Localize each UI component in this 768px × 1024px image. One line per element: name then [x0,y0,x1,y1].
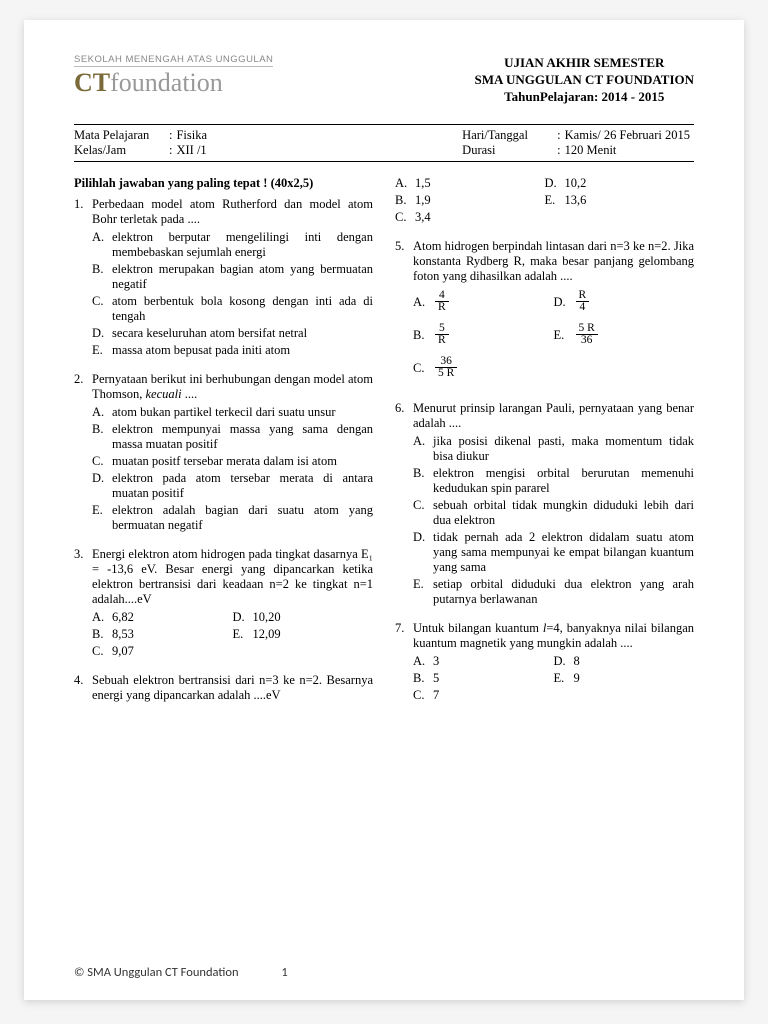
q3-num: 3. [74,547,92,661]
q4-opt-e: 13,6 [565,193,587,208]
header: SEKOLAH MENENGAH ATAS UNGGULAN CTfoundat… [74,55,694,106]
q5-opt-c: 365 R [435,356,457,381]
q7-opt-c: 7 [433,688,439,703]
question-1: 1. Perbedaan model atom Rutherford dan m… [74,197,373,360]
title-line-3: TahunPelajaran: 2014 - 2015 [475,89,694,106]
question-2: 2. Pernyataan berikut ini berhubungan de… [74,372,373,535]
q5-opt-d: R4 [576,290,590,315]
q3-opt-a: 6,82 [112,610,134,625]
meta-subject: Fisika [176,128,211,143]
meta-class-label: Kelas/Jam [74,143,169,158]
q4-options: A.1,5 B.1,9 C.3,4 D.10,2 E.13,6 [395,176,694,227]
q1-text: Perbedaan model atom Rutherford dan mode… [92,197,373,227]
q6-opt-c: sebuah orbital tidak mungkin diduduki le… [433,498,694,528]
logo-foundation: foundation [110,68,223,97]
logo-ct: CT [74,68,110,97]
q7-num: 7. [395,621,413,705]
q4-num: 4. [74,673,92,706]
q5-opt-a: 4R [435,290,449,315]
title-line-1: UJIAN AKHIR SEMESTER [475,55,694,72]
q6-opt-a: jika posisi dikenal pasti, maka momentum… [433,434,694,464]
logo-caption: SEKOLAH MENENGAH ATAS UNGGULAN [74,55,273,67]
q6-text: Menurut prinsip larangan Pauli, pernyata… [413,401,694,431]
q5-opt-e: 5 R36 [576,323,598,348]
q7-opt-b: 5 [433,671,439,686]
q3-text: Energi elektron atom hidrogen pada tingk… [92,547,373,607]
instruction: Pilihlah jawaban yang paling tepat ! (40… [74,176,373,191]
q1-opt-a: elektron berputar mengelilingi inti deng… [112,230,373,260]
q2-num: 2. [74,372,92,535]
q5-opt-b: 5R [435,323,449,348]
q5-text: Atom hidrogen berpindah lintasan dari n=… [413,239,694,284]
meta-duration-label: Durasi [462,143,557,158]
q3-opt-b: 8,53 [112,627,134,642]
page-number: 1 [281,965,287,980]
meta-left: Mata Pelajaran : Fisika Kelas/Jam : XII … [74,128,211,158]
q4-text: Sebuah elektron bertransisi dari n=3 ke … [92,673,373,703]
q1-opt-c: atom berbentuk bola kosong dengan inti a… [112,294,373,324]
q2-opt-e: elektron adalah bagian dari suatu atom y… [112,503,373,533]
footer-text: © SMA Unggulan CT Foundation [74,965,239,980]
meta-duration: 120 Menit [565,143,694,158]
title-line-2: SMA UNGGULAN CT FOUNDATION [475,72,694,89]
q1-opt-d: secara keseluruhan atom bersifat netral [112,326,373,341]
q6-num: 6. [395,401,413,609]
q2-opt-c: muatan positf tersebar merata dalam isi … [112,454,373,469]
question-4: 4. Sebuah elektron bertransisi dari n=3 … [74,673,373,706]
q2-text: Pernyataan berikut ini berhubungan denga… [92,372,373,402]
q6-opt-b: elektron mengisi orbital berurutan memen… [433,466,694,496]
meta-bar: Mata Pelajaran : Fisika Kelas/Jam : XII … [74,124,694,162]
q3-opt-c: 9,07 [112,644,134,659]
column-right: A.1,5 B.1,9 C.3,4 D.10,2 E.13,6 5. Atom … [395,176,694,718]
q4-opt-d: 10,2 [565,176,587,191]
q4-opt-a: 1,5 [415,176,431,191]
q2-opt-a: atom bukan partikel terkecil dari suatu … [112,405,373,420]
document-page: SEKOLAH MENENGAH ATAS UNGGULAN CTfoundat… [24,20,744,1000]
q6-opt-d: tidak pernah ada 2 elektron didalam suat… [433,530,694,575]
logo: SEKOLAH MENENGAH ATAS UNGGULAN CTfoundat… [74,55,273,98]
question-7: 7. Untuk bilangan kuantum l=4, banyaknya… [395,621,694,705]
exam-title: UJIAN AKHIR SEMESTER SMA UNGGULAN CT FOU… [475,55,694,106]
meta-date: Kamis/ 26 Februari 2015 [565,128,694,143]
q5-num: 5. [395,239,413,389]
q7-text: Untuk bilangan kuantum l=4, banyaknya ni… [413,621,694,651]
q2-opt-d: elektron pada atom tersebar merata di an… [112,471,373,501]
content: Pilihlah jawaban yang paling tepat ! (40… [74,176,694,718]
footer: © SMA Unggulan CT Foundation 1 [74,965,288,980]
question-3: 3. Energi elektron atom hidrogen pada ti… [74,547,373,661]
question-6: 6. Menurut prinsip larangan Pauli, perny… [395,401,694,609]
q7-opt-a: 3 [433,654,439,669]
q6-opt-e: setiap orbital diduduki dua elektron yan… [433,577,694,607]
meta-right: Hari/Tanggal : Kamis/ 26 Februari 2015 D… [462,128,694,158]
q1-opt-b: elektron merupakan bagian atom yang berm… [112,262,373,292]
meta-class: XII /1 [176,143,211,158]
column-left: Pilihlah jawaban yang paling tepat ! (40… [74,176,373,718]
q4-opt-b: 1,9 [415,193,431,208]
q7-opt-d: 8 [574,654,580,669]
q7-opt-e: 9 [574,671,580,686]
meta-subject-label: Mata Pelajaran [74,128,169,143]
q2-opt-b: elektron mempunyai massa yang sama denga… [112,422,373,452]
logo-main: CTfoundation [74,69,273,98]
q1-num: 1. [74,197,92,360]
q4-opt-c: 3,4 [415,210,431,225]
question-5: 5. Atom hidrogen berpindah lintasan dari… [395,239,694,389]
meta-date-label: Hari/Tanggal [462,128,557,143]
q1-opt-e: massa atom bepusat pada initi atom [112,343,373,358]
q3-opt-e: 12,09 [253,627,281,642]
q3-opt-d: 10,20 [253,610,281,625]
